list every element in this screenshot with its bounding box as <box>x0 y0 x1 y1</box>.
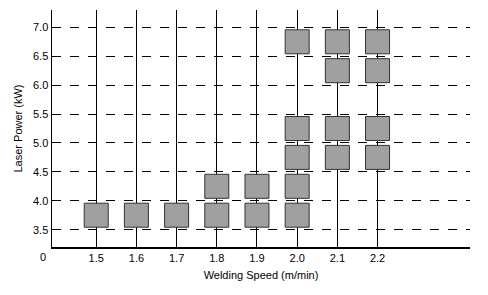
svg-text:1.6: 1.6 <box>129 252 144 264</box>
svg-text:1.5: 1.5 <box>89 252 104 264</box>
svg-text:6.0: 6.0 <box>33 79 48 91</box>
svg-text:7.0: 7.0 <box>33 21 48 33</box>
svg-text:6.5: 6.5 <box>33 50 48 62</box>
svg-text:2.1: 2.1 <box>330 252 345 264</box>
svg-text:2.2: 2.2 <box>370 252 385 264</box>
svg-text:1.8: 1.8 <box>209 252 224 264</box>
svg-text:0: 0 <box>40 251 46 263</box>
svg-text:3.5: 3.5 <box>33 224 48 236</box>
svg-text:Laser Power (kW): Laser Power (kW) <box>12 84 24 172</box>
svg-text:Welding Speed (m/min): Welding Speed (m/min) <box>204 269 319 281</box>
svg-text:4.5: 4.5 <box>33 166 48 178</box>
svg-text:1.7: 1.7 <box>169 252 184 264</box>
svg-text:2.0: 2.0 <box>290 252 305 264</box>
svg-text:5.5: 5.5 <box>33 108 48 120</box>
svg-text:1.9: 1.9 <box>249 252 264 264</box>
svg-text:5.0: 5.0 <box>33 137 48 149</box>
svg-text:4.0: 4.0 <box>33 195 48 207</box>
